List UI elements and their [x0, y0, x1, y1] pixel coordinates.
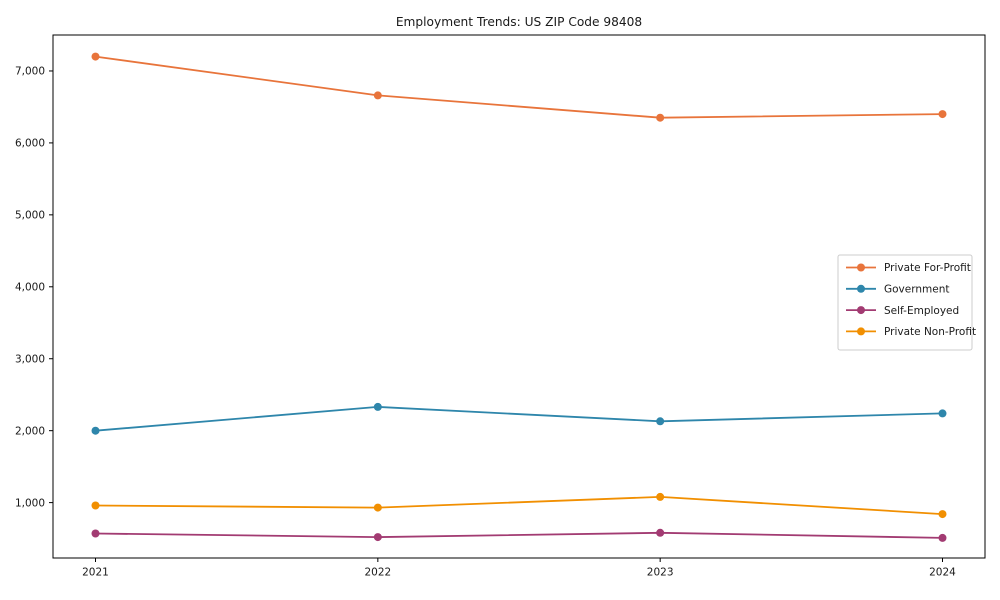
legend-marker [857, 306, 865, 315]
y-tick-label: 5,000 [15, 210, 45, 222]
y-tick-label: 1,000 [15, 497, 45, 509]
legend-label: Self-Employed [884, 305, 959, 317]
x-tick-label: 2024 [929, 567, 956, 579]
data-point-marker [938, 510, 947, 519]
legend: Private For-Profit Government Self-Employe… [837, 254, 976, 351]
y-tick-label: 3,000 [15, 353, 45, 365]
legend-marker [857, 327, 865, 336]
data-point-marker [656, 492, 665, 501]
axes-layer: 1,000 2,000 3,000 4,000 5,000 6,000 7,000 2021 2… [15, 34, 986, 579]
series-line [95, 55, 943, 119]
chart-title: Employment Trends: US ZIP Code 98408 [396, 15, 642, 29]
y-tick-label: 4,000 [15, 281, 45, 293]
data-point-marker [91, 529, 100, 538]
y-tick-label: 2,000 [15, 425, 45, 437]
data-point-marker [373, 533, 382, 542]
data-point-marker [938, 533, 947, 542]
legend-label: Government [884, 284, 949, 296]
data-point-marker [373, 91, 382, 100]
x-tick-label: 2022 [364, 567, 391, 579]
series-line [95, 495, 943, 515]
data-point-marker [91, 426, 100, 435]
y-tick-label: 7,000 [15, 66, 45, 78]
series-line [95, 405, 943, 432]
data-point-marker [938, 110, 947, 119]
legend-label: Private Non-Profit [884, 326, 976, 338]
data-point-marker [656, 113, 665, 122]
data-point-marker [91, 501, 100, 510]
series-layer [91, 52, 947, 542]
x-tick-label: 2021 [82, 567, 109, 579]
legend-marker [857, 284, 865, 293]
x-tick-label: 2023 [647, 567, 674, 579]
plot-border [52, 34, 986, 559]
series-line [95, 531, 943, 539]
data-point-marker [656, 528, 665, 537]
legend-box [837, 254, 973, 351]
legend-marker [857, 263, 865, 272]
data-point-marker [91, 52, 100, 61]
legend-label: Private For-Profit [884, 262, 971, 274]
data-point-marker [656, 417, 665, 426]
y-tick-label: 6,000 [15, 138, 45, 150]
data-point-marker [373, 503, 382, 512]
data-point-marker [938, 409, 947, 418]
data-point-marker [373, 402, 382, 411]
